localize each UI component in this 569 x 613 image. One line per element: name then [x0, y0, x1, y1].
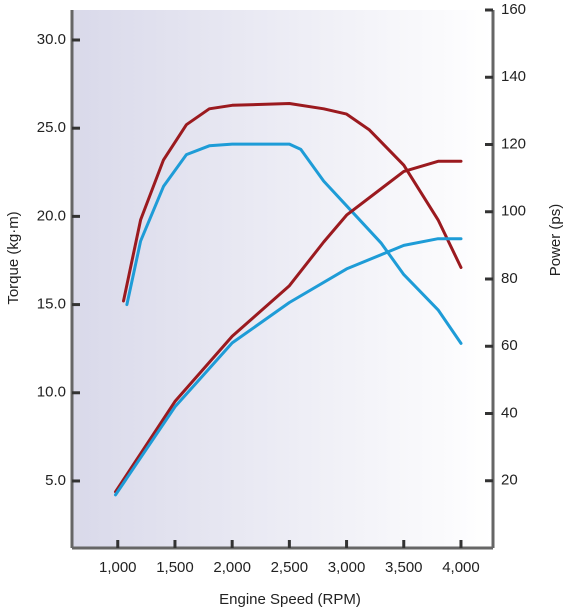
y-tick-label: 30.0	[37, 31, 66, 48]
y-tick-label: 15.0	[37, 296, 66, 313]
y-tick-label: 5.0	[45, 472, 66, 489]
y-tick-label: 10.0	[37, 384, 66, 401]
x-tick-label: 2,500	[271, 559, 309, 576]
plot-area	[72, 10, 493, 548]
x-tick-label: 1,000	[99, 559, 137, 576]
x-tick-label: 3,500	[385, 559, 423, 576]
y2-tick-label: 120	[501, 135, 526, 152]
y2-tick-label: 60	[501, 337, 518, 354]
y2-tick-label: 40	[501, 404, 518, 421]
y-axis-title: Torque (kg·m)	[5, 211, 22, 304]
series-line	[114, 159, 463, 494]
y2-tick-label: 160	[501, 1, 526, 18]
y2-tick-label: 140	[501, 68, 526, 85]
x-tick-label: 2,000	[213, 559, 251, 576]
x-axis-title: Engine Speed (RPM)	[219, 591, 361, 608]
y2-tick-label: 100	[501, 203, 526, 220]
x-tick-label: 1,500	[156, 559, 194, 576]
series-line	[122, 102, 463, 303]
y-tick-label: 20.0	[37, 207, 66, 224]
x-tick-label: 3,000	[328, 559, 366, 576]
y2-tick-label: 80	[501, 270, 518, 287]
y-tick-label: 25.0	[37, 119, 66, 136]
series-line	[125, 142, 463, 345]
y2-tick-label: 20	[501, 472, 518, 489]
y2-axis-title: Power (ps)	[547, 204, 564, 277]
series-line	[114, 237, 463, 497]
x-tick-label: 4,000	[442, 559, 480, 576]
